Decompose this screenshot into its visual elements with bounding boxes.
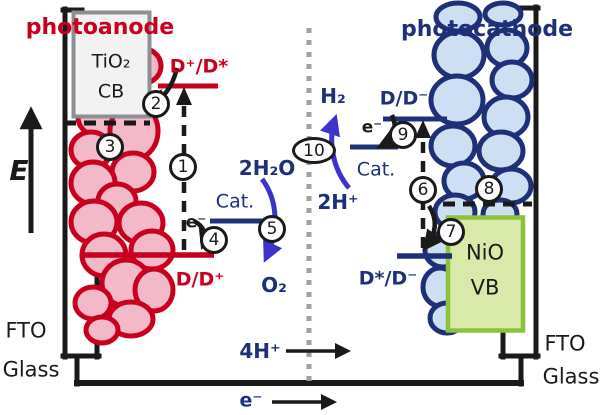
tio2-cb-box xyxy=(71,10,152,119)
anode-electron-label: e⁻ xyxy=(185,212,207,233)
step-number: 9 xyxy=(397,125,409,145)
step-number: 8 xyxy=(483,179,495,199)
arrowhead-step6 xyxy=(415,120,431,138)
step-number: 3 xyxy=(104,137,116,157)
step-badge-9: 9 xyxy=(389,121,417,149)
photocathode-title: photocathode xyxy=(400,17,574,42)
water-label: 2H₂O xyxy=(238,156,296,180)
step-badge-7: 7 xyxy=(437,218,465,246)
step-badge-10: 10 xyxy=(292,137,336,164)
cathode-electron-label: e⁻ xyxy=(361,117,383,138)
water-oxidation-arrow-5 xyxy=(259,177,283,263)
step-badge-2: 2 xyxy=(142,90,170,118)
hydrogen-label: H₂ xyxy=(320,84,346,108)
protons-label: 2H⁺ xyxy=(317,190,359,214)
anode-catalyst-label: Cat. xyxy=(215,190,255,213)
cathode-excited-level-label: D*/D⁻ xyxy=(358,267,418,290)
step-number: 5 xyxy=(266,219,278,239)
step-number: 7 xyxy=(445,222,457,242)
step-number: 10 xyxy=(303,140,325,161)
nio-label: NiO xyxy=(465,240,505,265)
anode-fto-label: FTO xyxy=(5,318,47,343)
energy-axis-label: E xyxy=(9,154,29,187)
step-badge-5: 5 xyxy=(258,215,286,243)
step-badge-8: 8 xyxy=(475,175,503,203)
vb-label: VB xyxy=(470,275,500,300)
anode-ground-level-label: D/D⁺ xyxy=(175,268,225,291)
hole-injection-arrow-7 xyxy=(422,204,444,252)
step-badge-1: 1 xyxy=(169,153,197,181)
step-number: 1 xyxy=(177,157,189,177)
tio2-label: TiO₂ xyxy=(91,50,131,73)
photoanode-title: photoanode xyxy=(25,15,175,40)
wire-electron-label: e⁻ xyxy=(239,389,263,412)
cathode-reduced-level-label: D/D⁻ xyxy=(379,87,429,110)
nio-vb-box xyxy=(445,215,526,333)
step-number: 2 xyxy=(150,94,162,114)
anode-glass-label: Glass xyxy=(2,357,60,382)
arrowhead-step1 xyxy=(176,87,192,105)
step-number: 6 xyxy=(417,180,429,200)
step-badge-3: 3 xyxy=(96,133,124,161)
step-number: 4 xyxy=(208,230,220,250)
cb-label: CB xyxy=(97,80,125,103)
cathode-glass-label: Glass xyxy=(542,364,600,389)
step-badge-6: 6 xyxy=(409,176,437,204)
cathode-fto-label: FTO xyxy=(544,331,586,356)
cathode-catalyst-label: Cat. xyxy=(356,158,396,181)
anode-excited-level-label: D⁺/D* xyxy=(169,55,229,78)
oxygen-label: O₂ xyxy=(261,273,287,297)
proton-transfer-label: 4H⁺ xyxy=(239,339,281,363)
